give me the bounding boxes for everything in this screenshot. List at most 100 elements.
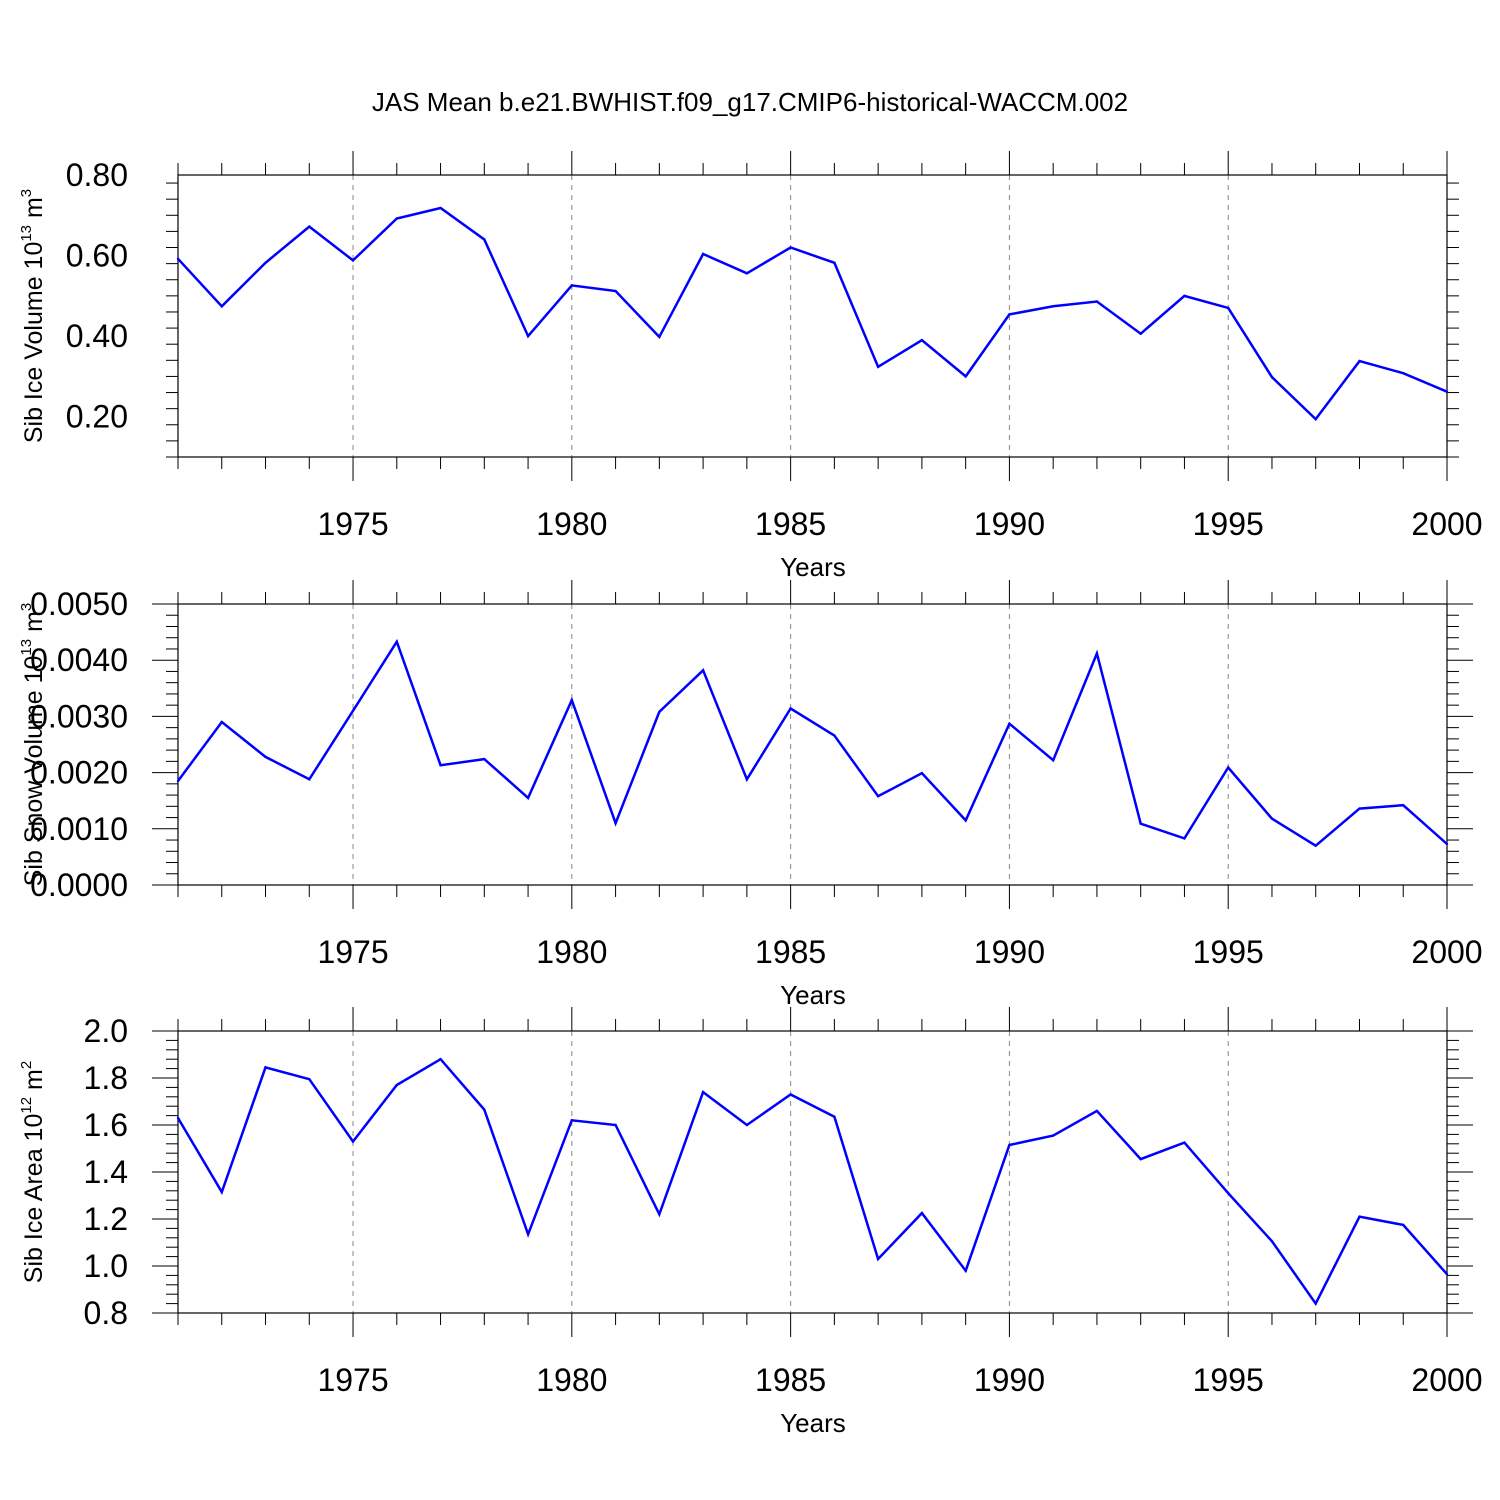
- data-point: [1095, 1109, 1099, 1113]
- x-axis-label: Years: [780, 980, 846, 1010]
- data-point: [220, 305, 223, 308]
- data-point: [1139, 332, 1142, 335]
- data-point: [483, 1108, 486, 1111]
- data-point: [526, 334, 530, 338]
- data-point: [1051, 305, 1055, 308]
- data-point: [1227, 1191, 1230, 1195]
- data-point: [1008, 313, 1011, 316]
- data-point: [264, 1066, 267, 1069]
- y-tick-label: 1.0: [84, 1248, 128, 1284]
- x-tick-label: 1985: [755, 506, 826, 542]
- x-axis-label: Years: [780, 1408, 846, 1438]
- data-point: [614, 821, 617, 825]
- x-tick-label: 1995: [1193, 1362, 1264, 1398]
- data-point: [220, 1190, 223, 1194]
- data-point: [876, 365, 880, 368]
- y-tick-label: 0.80: [66, 157, 128, 193]
- data-point: [570, 698, 574, 702]
- data-point: [964, 819, 967, 822]
- data-point: [833, 1115, 836, 1118]
- y-tick-label: 0.0030: [30, 698, 128, 734]
- data-point: [1358, 807, 1361, 810]
- data-point: [789, 1093, 792, 1096]
- data-point: [570, 1119, 574, 1122]
- x-tick-label: 1975: [317, 506, 388, 542]
- x-tick-label: 1990: [974, 1362, 1045, 1398]
- x-tick-label: 1985: [755, 1362, 826, 1398]
- data-point: [1314, 1302, 1317, 1305]
- data-point: [1139, 1157, 1142, 1161]
- data-point: [395, 217, 398, 220]
- data-point: [876, 795, 880, 798]
- data-point: [833, 261, 836, 265]
- data-point: [745, 1123, 749, 1127]
- data-point: [483, 238, 486, 241]
- data-point: [1227, 766, 1230, 769]
- x-tick-label: 1995: [1193, 506, 1264, 542]
- plot-frame: [177, 603, 1448, 886]
- plot-frame: [177, 1030, 1448, 1314]
- y-tick-label: 2.0: [84, 1013, 128, 1049]
- data-point: [264, 261, 267, 265]
- data-point: [1051, 759, 1055, 762]
- data-point: [1445, 390, 1449, 393]
- data-point: [351, 1140, 355, 1143]
- data-point: [1270, 1240, 1274, 1243]
- snow-volume-panel: 0.0000 0.0010 0.0020 0.0030 0.0040 0.0050 1975…: [18, 580, 1483, 1010]
- data-point: [1183, 294, 1186, 298]
- data-point: [920, 1211, 924, 1215]
- data-point: [658, 1213, 661, 1216]
- x-tick-label: 1975: [317, 934, 388, 970]
- data-point: [614, 1123, 617, 1127]
- data-point: [1095, 652, 1099, 655]
- data-point: [1095, 300, 1099, 303]
- data-point: [1402, 1223, 1405, 1227]
- data-point: [439, 764, 442, 767]
- data-point: [526, 1233, 530, 1236]
- data-point: [1270, 376, 1274, 379]
- data-point: [526, 796, 530, 800]
- y-tick-label: 1.4: [84, 1154, 128, 1190]
- y-tick-label: 1.6: [84, 1107, 128, 1143]
- x-tick-label: 1980: [536, 506, 607, 542]
- data-point: [1183, 837, 1186, 840]
- y-tick-label: 0.0010: [30, 811, 128, 847]
- x-tick-label: 1990: [974, 934, 1045, 970]
- data-point: [1402, 803, 1405, 807]
- series-line: [177, 206, 1448, 421]
- x-tick-label: 1980: [536, 1362, 607, 1398]
- y-tick-label: 0.0020: [30, 755, 128, 791]
- data-point: [789, 246, 792, 249]
- y-tick-label: 0.8: [84, 1295, 128, 1331]
- data-point: [789, 707, 792, 710]
- x-tick-label: 1995: [1193, 934, 1264, 970]
- data-point: [701, 1090, 705, 1094]
- data-point: [220, 720, 223, 724]
- data-point: [308, 1077, 311, 1081]
- data-point: [1008, 722, 1011, 725]
- y-tick-label: 0.0000: [30, 867, 128, 903]
- y-axis-label: Sib Ice Area 1012 m2: [18, 1061, 48, 1283]
- data-point: [308, 778, 311, 781]
- data-point: [876, 1257, 880, 1261]
- x-tick-label: 1975: [317, 1362, 388, 1398]
- data-point: [1402, 372, 1405, 375]
- x-tick-label: 1990: [974, 506, 1045, 542]
- data-point: [264, 755, 267, 759]
- y-axis-label: Sib Ice Volume 1013 m3: [18, 189, 48, 443]
- data-point: [833, 734, 836, 737]
- data-point: [1445, 1273, 1449, 1276]
- y-tick-label: 0.40: [66, 318, 128, 354]
- data-point: [745, 272, 749, 275]
- data-point: [964, 375, 967, 378]
- data-point: [1270, 817, 1274, 820]
- y-tick-label: 0.0050: [30, 586, 128, 622]
- data-point: [1227, 306, 1230, 310]
- y-tick-label: 0.20: [66, 399, 128, 435]
- data-point: [439, 206, 442, 210]
- data-point: [483, 757, 486, 761]
- data-point: [351, 709, 355, 712]
- x-tick-label: 1985: [755, 934, 826, 970]
- data-point: [439, 1058, 442, 1061]
